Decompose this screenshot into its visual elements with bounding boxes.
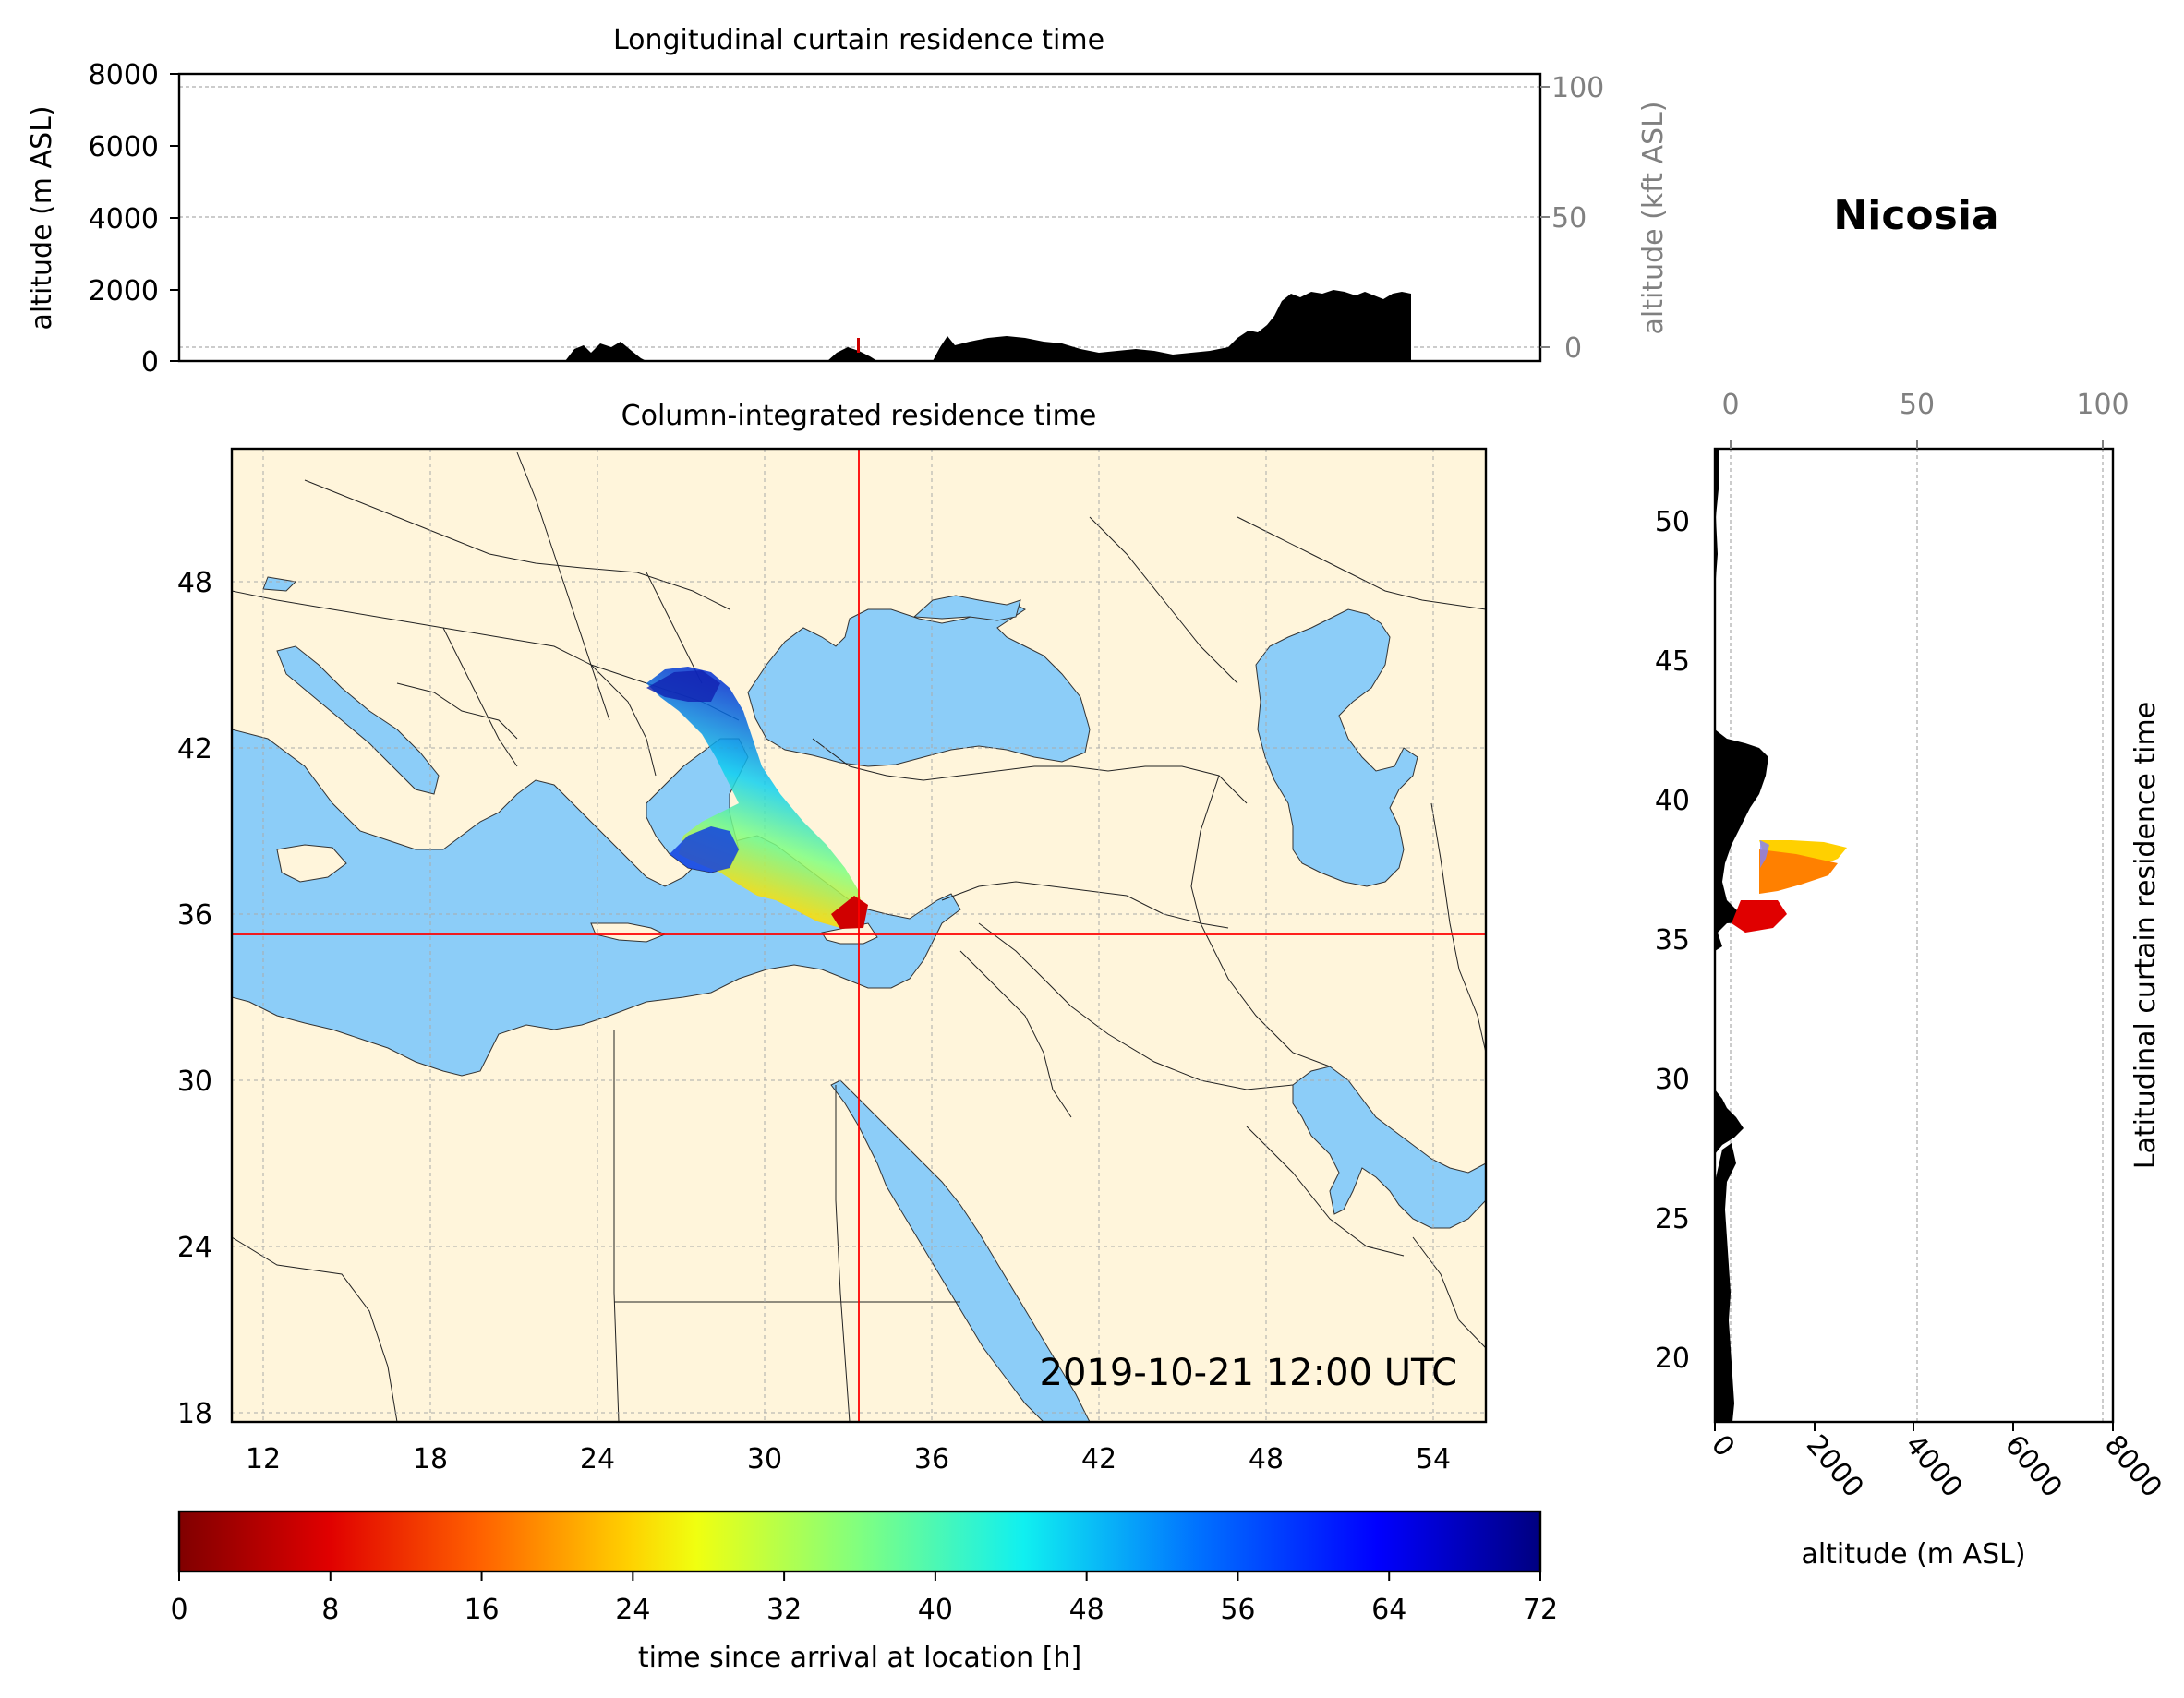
ytick-label: 25 xyxy=(1655,1203,1690,1235)
ytick-label: 4000 xyxy=(89,203,159,235)
xtick-label: 48 xyxy=(1249,1443,1284,1475)
colorbar-tick-label: 32 xyxy=(766,1594,802,1626)
station-name: Nicosia xyxy=(1833,192,1998,239)
side-top-xticks: 0 50 100 xyxy=(1721,389,2130,449)
colorbar-tick-label: 8 xyxy=(321,1594,339,1626)
timestamp-label: 2019-10-21 12:00 UTC xyxy=(1040,1352,1457,1394)
map-panel-title: Column-integrated residence time xyxy=(621,400,1097,432)
longitudinal-curtain-panel: Longitudinal curtain residence time 0 20… xyxy=(26,24,1670,379)
ytick-label: 100 xyxy=(1551,72,1604,104)
ytick-label: 48 xyxy=(177,567,212,599)
sicily xyxy=(276,844,347,883)
ytick-label: 18 xyxy=(177,1398,212,1430)
ytick-label: 8000 xyxy=(89,59,159,91)
map-gridlines xyxy=(232,449,1486,1422)
persian-gulf xyxy=(1292,1066,1486,1229)
xtick-label: 8000 xyxy=(2098,1429,2168,1504)
sea-of-azov xyxy=(912,595,1021,621)
xtick-label: 4000 xyxy=(1899,1429,1969,1504)
top-left-yticks: 0 2000 4000 6000 8000 xyxy=(89,59,179,379)
side-xlabel: altitude (m ASL) xyxy=(1801,1538,2025,1571)
side-bottom-xticks: 0 2000 4000 6000 8000 xyxy=(1705,1422,2168,1504)
xtick-label: 42 xyxy=(1081,1443,1116,1475)
colorbar-label: time since arrival at location [h] xyxy=(638,1642,1081,1674)
ytick-label: 45 xyxy=(1655,645,1690,678)
xtick-label: 18 xyxy=(413,1443,448,1475)
map-panel: Column-integrated residence time xyxy=(177,400,1488,1475)
colorbar-tick-label: 16 xyxy=(464,1594,499,1626)
colorbar-tick-label: 64 xyxy=(1371,1594,1406,1626)
ytick-label: 0 xyxy=(1564,332,1582,365)
ytick-label: 50 xyxy=(1551,202,1587,235)
top-ylabel-left: altitude (m ASL) xyxy=(26,105,58,330)
red-sea xyxy=(830,1079,1091,1422)
mediterranean-sea xyxy=(232,729,961,1077)
map-yticks: 18 24 30 36 42 48 xyxy=(177,567,212,1430)
side-yticks: 20 25 30 35 40 45 50 xyxy=(1655,506,1690,1375)
ytick-label: 20 xyxy=(1655,1343,1690,1375)
ytick-label: 6000 xyxy=(89,131,159,163)
top-right-yticks: 0 50 100 xyxy=(1540,72,1604,365)
map-xticks: 12 18 24 30 36 42 48 54 xyxy=(246,1443,1451,1475)
adriatic-sea xyxy=(276,645,440,795)
colorbar-tick-label: 0 xyxy=(170,1594,187,1626)
xtick-label: 24 xyxy=(580,1443,615,1475)
crete xyxy=(590,922,667,943)
top-panel-title: Longitudinal curtain residence time xyxy=(613,24,1104,56)
ytick-label: 0 xyxy=(141,346,159,379)
xtick-label: 2000 xyxy=(1800,1429,1870,1504)
colorbar-tick-label: 48 xyxy=(1069,1594,1104,1626)
xtick-label: 54 xyxy=(1416,1443,1451,1475)
colorbar-tick-label: 56 xyxy=(1220,1594,1255,1626)
caspian-sea xyxy=(1255,608,1418,887)
colorbar-tick-label: 72 xyxy=(1523,1594,1558,1626)
water-bodies xyxy=(232,576,1486,1422)
xtick-label: 12 xyxy=(246,1443,281,1475)
black-sea xyxy=(747,604,1091,767)
latitudinal-curtain-panel: 20 25 30 35 40 45 50 0 50 100 0 2000 400… xyxy=(1655,389,2168,1571)
ytick-label: 30 xyxy=(177,1066,212,1098)
xtick-label: 6000 xyxy=(1998,1429,2069,1504)
ytick-label: 50 xyxy=(1655,506,1690,538)
ytick-label: 42 xyxy=(177,733,212,765)
xtick-label: 50 xyxy=(1900,389,1935,421)
xtick-label: 0 xyxy=(1705,1429,1741,1463)
colorbar: 0 8 16 24 32 40 48 56 64 72 time since arrival at… xyxy=(170,1510,1558,1674)
top-ylabel-right: altitude (kft ASL) xyxy=(1637,101,1670,334)
colorbar-tick-label: 40 xyxy=(918,1594,953,1626)
side-panel-label: Latitudinal curtain residence time xyxy=(2130,702,2162,1169)
ytick-label: 40 xyxy=(1655,785,1690,817)
xtick-label: 100 xyxy=(2076,389,2129,421)
colorbar-tick-label: 24 xyxy=(615,1594,650,1626)
ytick-label: 36 xyxy=(177,899,212,932)
side-plume xyxy=(1732,840,1847,933)
terrain-profile xyxy=(565,290,1411,361)
xtick-label: 0 xyxy=(1721,389,1739,421)
xtick-label: 36 xyxy=(914,1443,949,1475)
ytick-label: 35 xyxy=(1655,924,1690,957)
xtick-label: 30 xyxy=(747,1443,782,1475)
country-borders xyxy=(232,452,1486,1422)
islands xyxy=(276,844,878,945)
side-terrain-profile xyxy=(1715,449,1768,1422)
ytick-label: 24 xyxy=(177,1232,212,1264)
ytick-label: 30 xyxy=(1655,1064,1690,1096)
colorbar-ticks: 0 8 16 24 32 40 48 56 64 72 xyxy=(170,1572,1558,1626)
colorbar-gradient xyxy=(177,1510,1542,1573)
ytick-label: 2000 xyxy=(89,275,159,307)
